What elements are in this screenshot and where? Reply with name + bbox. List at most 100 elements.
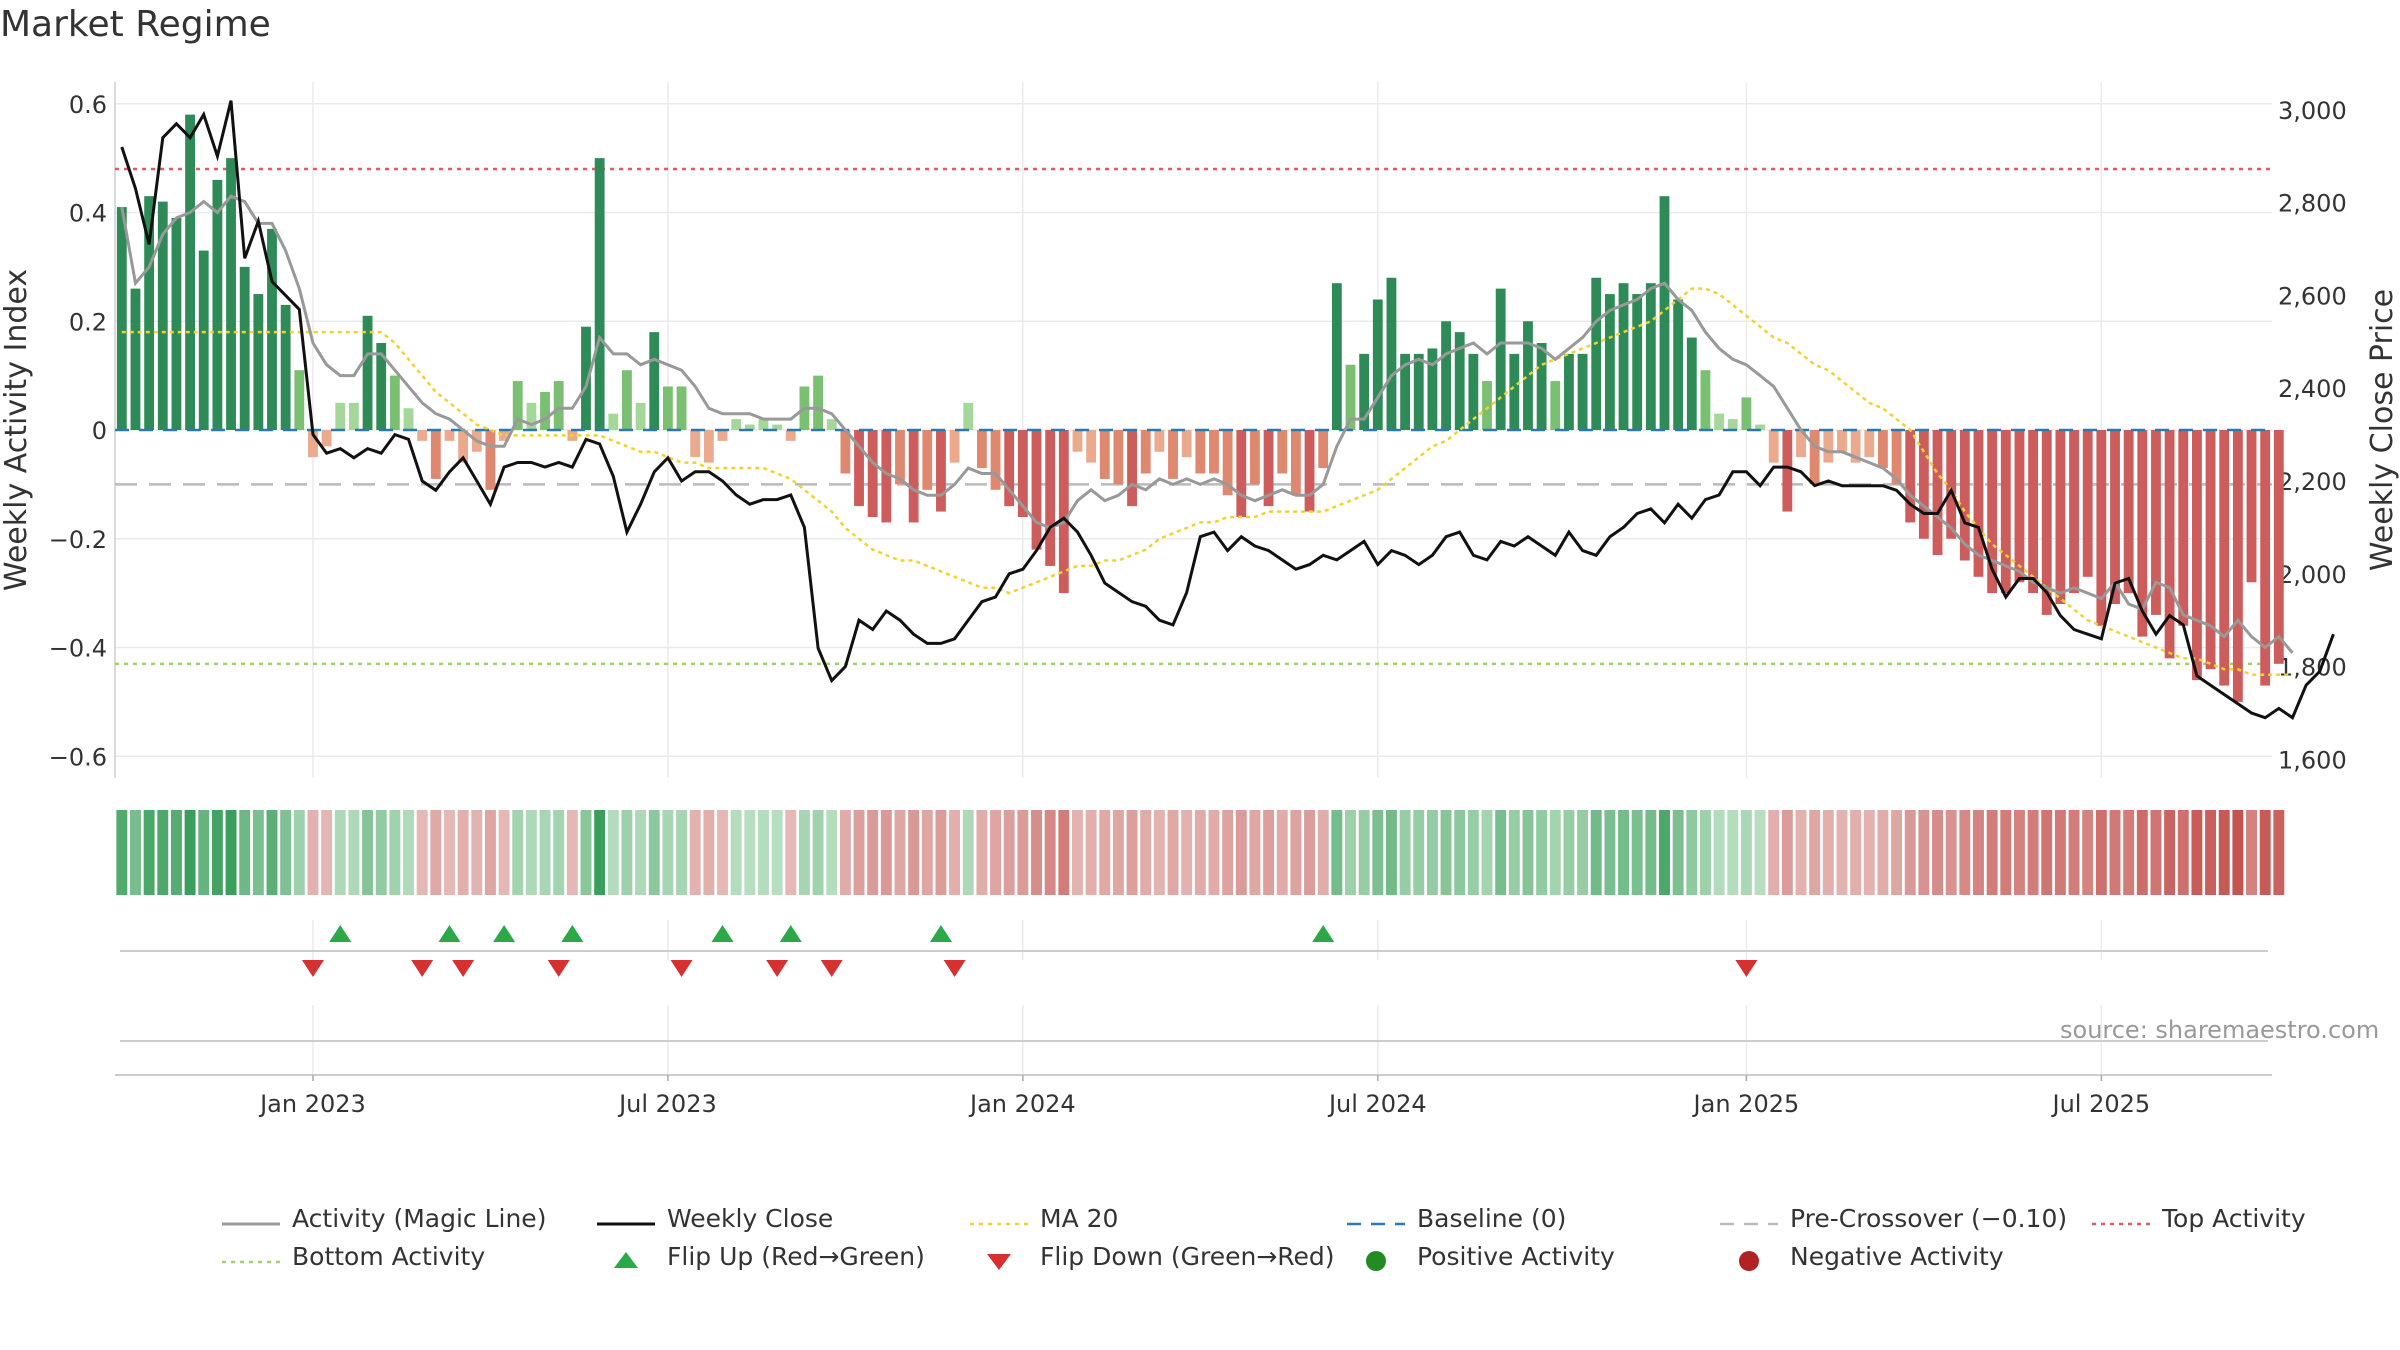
regime-strip-cell: [1358, 810, 1370, 895]
regime-strip-cell: [2205, 810, 2217, 895]
regime-strip-cell: [525, 810, 537, 895]
activity-bar: [1277, 430, 1288, 474]
regime-strip-cell: [2232, 810, 2244, 895]
regime-strip-cell: [1932, 810, 1943, 895]
regime-strip-cell: [2041, 810, 2053, 895]
regime-strip-cell: [962, 810, 974, 895]
regime-strip-cell: [1440, 810, 1452, 895]
activity-bar: [785, 430, 796, 441]
regime-strip-cell: [1822, 810, 1834, 895]
regime-strip-cell: [1044, 810, 1056, 895]
regime-strip-cell: [1522, 810, 1534, 895]
regime-strip-cell: [717, 810, 728, 895]
activity-bar: [2164, 430, 2175, 659]
activity-bar: [1755, 424, 1765, 430]
regime-strip-cell: [1003, 810, 1015, 895]
activity-bar: [1236, 430, 1247, 517]
regime-strip-cell: [239, 810, 251, 895]
activity-bar: [1482, 381, 1492, 430]
activity-bar: [676, 386, 687, 430]
left-tick-label: 0.2: [69, 308, 107, 336]
activity-bar: [1154, 430, 1165, 452]
regime-strip-cell: [1481, 810, 1493, 895]
activity-bar: [430, 430, 441, 479]
regime-strip-cell: [771, 810, 783, 895]
regime-strip-cell: [1399, 810, 1411, 895]
regime-strip-cell: [1645, 810, 1657, 895]
regime-strip-cell: [1317, 810, 1329, 895]
activity-bar: [1823, 430, 1834, 463]
regime-strip-cell: [2068, 810, 2080, 895]
flip-up-marker: [1312, 925, 1335, 942]
activity-bar: [840, 430, 851, 474]
activity-bar: [1837, 430, 1847, 452]
ma20-line: [121, 287, 2293, 676]
regime-strip-cell: [1194, 810, 1206, 895]
regime-strip-cell: [1795, 810, 1807, 895]
regime-strip-cell: [1140, 810, 1152, 895]
activity-bar: [2205, 430, 2216, 670]
regime-strip-cell: [826, 810, 838, 895]
activity-bar: [2055, 430, 2066, 604]
regime-strip-cell: [1426, 810, 1438, 895]
activity-bar: [444, 430, 455, 441]
regime-strip-cell: [758, 810, 769, 895]
flip-down-marker: [301, 960, 324, 977]
legend-label: Negative Activity: [1790, 1242, 2004, 1271]
regime-strip-cell: [1563, 810, 1575, 895]
regime-strip-cell: [1727, 810, 1739, 895]
activity-bar: [2137, 430, 2148, 637]
activity-bar: [1782, 430, 1793, 512]
regime-strip-cell: [2218, 810, 2230, 895]
regime-strip-cell: [1659, 810, 1670, 895]
legend-swatch: [2092, 1222, 2150, 1226]
regime-strip-cell: [1959, 810, 1971, 895]
activity-bar: [608, 413, 619, 430]
activity-bar: [2151, 430, 2161, 615]
regime-strip-cell: [1986, 810, 1998, 895]
regime-strip-cell: [1891, 810, 1903, 895]
activity-bar: [1509, 353, 1520, 430]
activity-bar: [376, 343, 387, 430]
legend-swatch: [1366, 1251, 1386, 1271]
activity-bar: [226, 158, 236, 430]
regime-strip-cell: [321, 810, 333, 895]
activity-bar: [1796, 430, 1806, 458]
regime-strip-cell: [293, 810, 305, 895]
regime-strip-cell: [921, 810, 933, 895]
activity-bar: [253, 294, 264, 430]
flip-up-marker: [929, 925, 952, 942]
regime-strip-cell: [1495, 810, 1507, 895]
activity-bar: [1891, 430, 1902, 485]
activity-bar: [690, 430, 701, 458]
regime-strip-cell: [1590, 810, 1602, 895]
right-tick-label: 2,200: [2278, 468, 2347, 496]
regime-strip-cell: [1618, 810, 1629, 895]
activity-bar: [990, 430, 1001, 490]
activity-bar: [362, 315, 373, 430]
regime-strip-cell: [1099, 810, 1111, 895]
flip-up-marker: [561, 925, 584, 942]
legend-marker: [987, 1254, 1011, 1270]
right-axis-label: Weekly Close Price: [2365, 289, 2400, 571]
activity-bar: [1659, 196, 1670, 430]
activity-bar: [1099, 430, 1110, 479]
regime-strip-cell: [635, 810, 647, 895]
flip-up-marker: [779, 925, 802, 942]
regime-strip-cell: [1549, 810, 1561, 895]
activity-bar: [1700, 370, 1711, 430]
activity-bar: [2123, 430, 2134, 594]
regime-strip-cell: [471, 810, 483, 895]
activity-bar: [2041, 430, 2052, 615]
activity-bar: [1168, 430, 1178, 479]
regime-strip-cell: [1413, 810, 1425, 895]
activity-bar: [1468, 353, 1479, 430]
left-tick-label: −0.4: [49, 635, 107, 663]
regime-strip-cell: [1263, 810, 1275, 895]
activity-bar: [2232, 430, 2243, 702]
activity-bar: [2028, 430, 2039, 594]
activity-bar: [867, 430, 878, 517]
regime-strip-cell: [553, 810, 565, 895]
regime-strip-cell: [184, 810, 196, 895]
activity-bar: [1058, 430, 1069, 594]
